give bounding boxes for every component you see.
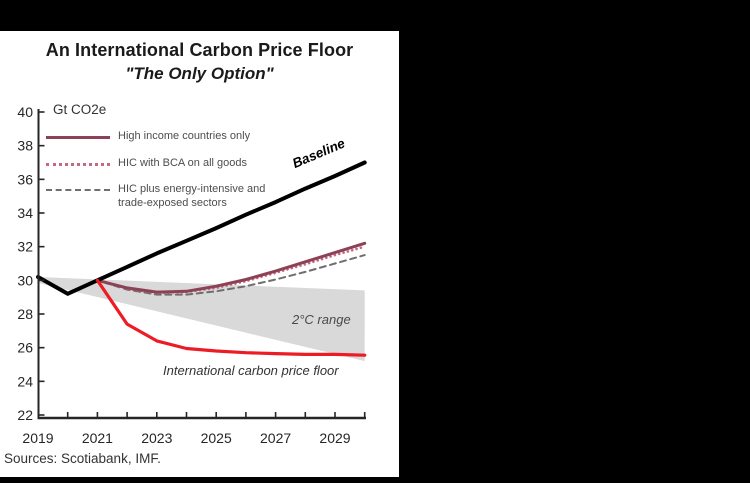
chart-subtitle: "The Only Option"	[125, 64, 274, 83]
series-line-international-carbon-price-floor	[95, 278, 367, 357]
y-tick-label: 26	[17, 340, 33, 356]
y-tick-label: 38	[17, 138, 33, 154]
legend-swatch-solid-line	[46, 136, 110, 139]
two-degree-range-label: 2°C range	[292, 312, 351, 327]
y-tick-label: 40	[17, 104, 33, 120]
legend-item-hic-bca: HIC with BCA on all goods	[46, 157, 288, 171]
legend-swatch-dashed-line	[46, 189, 110, 191]
two-degree-range-band	[38, 276, 365, 362]
chart-title: An International Carbon Price Floor	[45, 40, 354, 60]
legend-item-hic-eite: HIC plus energy-intensive and trade-expo…	[46, 183, 288, 210]
y-tick-label: 30	[17, 272, 33, 288]
legend-label: High income countries only	[118, 130, 251, 142]
series-line-hic-plus-energy-intensive-and-trade-exposed-sectors	[37, 254, 366, 296]
sources-note: Sources: Scotiabank, IMF.	[4, 451, 161, 466]
y-tick-label: 24	[17, 373, 33, 389]
y-tick-label: 36	[17, 171, 33, 187]
y-tick-label: 32	[17, 239, 33, 255]
x-tick-label: 2023	[141, 430, 172, 446]
y-tick-label: 34	[17, 205, 33, 221]
x-tick-label: 2019	[22, 430, 53, 446]
y-tick-label: 22	[17, 407, 33, 423]
x-tick-label: 2021	[82, 430, 113, 446]
legend-label: HIC plus energy-intensive and trade-expo…	[118, 183, 266, 209]
chart-card: An International Carbon Price Floor "The…	[0, 31, 399, 477]
carbon-price-floor-label: International carbon price floor	[163, 363, 339, 378]
legend-item-hic-only: High income countries only	[46, 130, 288, 144]
legend: High income countries only HIC with BCA …	[46, 130, 288, 223]
x-tick-label: 2027	[260, 430, 291, 446]
series-line-baseline	[36, 160, 367, 296]
plot-svg: 40 38 36 34 32 30 28 26 24 22 2019 2021 2023 2025 2027…	[17, 104, 367, 446]
y-tick-label: 28	[17, 306, 33, 322]
chart-header: An International Carbon Price Floor "The…	[0, 40, 399, 84]
legend-swatch-dotted-line	[46, 162, 110, 166]
legend-label: HIC with BCA on all goods	[118, 156, 248, 169]
y-axis-unit-label: Gt CO2e	[53, 102, 107, 117]
x-tick-label: 2029	[319, 430, 350, 446]
x-tick-label: 2025	[201, 430, 232, 446]
